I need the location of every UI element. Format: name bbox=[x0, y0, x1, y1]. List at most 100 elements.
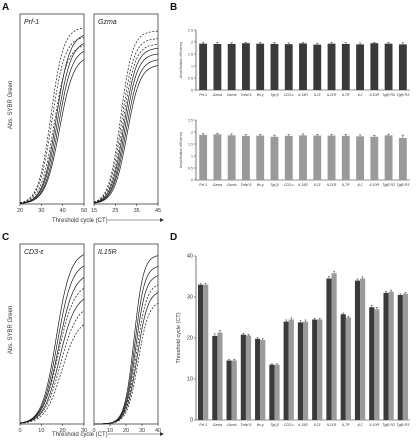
efficiency-bottom-category-label: Gzmb bbox=[227, 183, 237, 187]
il15r-xtick-label: 40 bbox=[155, 428, 161, 434]
efficiency-chart-top: Amplification efficiency 0 0.5 1 1.5 2 2.5 Prf-… bbox=[179, 28, 410, 97]
efficiency-top-category-label: Prf-1 bbox=[199, 93, 207, 97]
il15r-curve bbox=[93, 255, 159, 425]
efficiency-top-category-label: IL10R bbox=[370, 93, 380, 97]
gzma-curve bbox=[93, 59, 159, 204]
threshold-bar bbox=[383, 292, 389, 420]
gzma-curve bbox=[93, 65, 159, 204]
threshold-bar bbox=[317, 319, 323, 420]
panel-b: Amplification efficiency 0 0.5 1 1.5 2 2.5 Prf-… bbox=[179, 28, 410, 187]
efficiency-top-category-label: Gzmb bbox=[227, 93, 237, 97]
prf1-curve bbox=[19, 59, 85, 204]
efficiency-bottom-bar bbox=[199, 134, 208, 180]
threshold-bar bbox=[340, 314, 346, 420]
threshold-category-label: Ifn-γ bbox=[257, 423, 264, 427]
il15r-xtick-label: 30 bbox=[139, 428, 145, 434]
efficiency-top-category-label: Ifn-γ bbox=[257, 93, 264, 97]
prf1-xtick-label: 50 bbox=[81, 208, 87, 214]
efficiency-bottom-category-label: CD3-ε bbox=[284, 183, 294, 187]
threshold-bar bbox=[260, 340, 266, 420]
efficiency-bottom-bar bbox=[327, 135, 336, 180]
efficiency-bottom-category-label: Ifn-γ bbox=[257, 183, 264, 187]
efficiency-top-bar bbox=[313, 44, 322, 90]
threshold-category-label: IL10R bbox=[370, 423, 380, 427]
efficiency-bottom-ytick-label: 1.5 bbox=[188, 142, 193, 146]
gzma-xtick-label: 25 bbox=[112, 208, 118, 214]
efficiency-top-category-label: IL2 bbox=[358, 93, 363, 97]
prf1-xtick-label: 20 bbox=[17, 208, 23, 214]
panel-letter-c: C bbox=[2, 232, 9, 243]
threshold-bar bbox=[397, 294, 403, 420]
efficiency-bottom-bar bbox=[213, 134, 222, 180]
gzma-title: Gzma bbox=[98, 19, 117, 26]
efficiency-bottom-category-label: Gzma bbox=[213, 183, 223, 187]
threshold-ytick-label: 10 bbox=[187, 376, 193, 382]
threshold-category-label: IL21R bbox=[327, 423, 337, 427]
panel-a-ylabel: Abs. SYBR Green bbox=[8, 81, 14, 129]
efficiency-bottom-category-label: IL21 bbox=[314, 183, 321, 187]
threshold-bar bbox=[354, 280, 361, 420]
threshold-category-label: Gzma bbox=[213, 423, 223, 427]
cd3e-curve bbox=[19, 324, 85, 424]
efficiency-top-category-label: IL15R bbox=[298, 93, 308, 97]
efficiency-top-category-label: IL7R bbox=[342, 93, 350, 97]
il15r-xtick-label: 20 bbox=[123, 428, 129, 434]
prf1-curve bbox=[19, 37, 85, 204]
efficiency-top-bar bbox=[398, 44, 407, 90]
efficiency-top-ytick-label: 0.5 bbox=[188, 76, 193, 80]
efficiency-top-category-label: Tgfβ R3 bbox=[396, 93, 409, 97]
prf1-frame bbox=[19, 13, 85, 205]
efficiency-top-ytick-label: 1 bbox=[191, 64, 193, 68]
threshold-ytick-label: 30 bbox=[187, 294, 193, 300]
efficiency-top-bar bbox=[227, 43, 236, 90]
efficiency-bottom-ytick-label: 2 bbox=[191, 130, 193, 134]
threshold-category-label: IL21 bbox=[314, 423, 321, 427]
efficiency-bottom-category-label: Tgfβ R3 bbox=[396, 183, 409, 187]
gzma-curve bbox=[93, 47, 159, 204]
cd3e-curve bbox=[19, 310, 85, 424]
threshold-bar bbox=[231, 360, 237, 420]
efficiency-bottom-bar bbox=[341, 135, 350, 180]
panel-letter-a: A bbox=[2, 2, 9, 13]
efficiency-bottom-category-label: IL21R bbox=[327, 183, 337, 187]
efficiency-top-bar bbox=[213, 43, 222, 90]
panel-letter-b: B bbox=[170, 2, 177, 13]
efficiency-bottom-bar bbox=[299, 135, 307, 180]
cd3e-title: CD3-ε bbox=[24, 249, 44, 256]
cd3e-curve bbox=[19, 254, 85, 424]
threshold-bar bbox=[312, 319, 318, 420]
efficiency-top-bar bbox=[370, 43, 379, 90]
threshold-bar bbox=[274, 364, 280, 420]
il15r-curve bbox=[94, 266, 159, 425]
prf1-xtick-label: 30 bbox=[38, 208, 44, 214]
efficiency-top-category-label: Tgf-β bbox=[270, 93, 278, 97]
threshold-category-label: Tnfsf-6 bbox=[240, 423, 251, 427]
efficiency-top-category-label: IL21R bbox=[327, 93, 337, 97]
efficiency-top-ylabel: Amplification efficiency bbox=[179, 42, 183, 78]
efficiency-top-ytick-label: 0 bbox=[191, 88, 193, 92]
threshold-bar bbox=[326, 278, 332, 420]
efficiency-top-category-label: CD3-ε bbox=[284, 93, 294, 97]
efficiency-top-ytick-label: 2.5 bbox=[188, 28, 193, 32]
efficiency-top-bar bbox=[299, 43, 307, 90]
threshold-ylabel: Threshold cycle (CT) bbox=[176, 312, 182, 363]
panel-c-xlabel-arrowhead bbox=[160, 432, 164, 436]
efficiency-bottom-category-label: IL10R bbox=[370, 183, 380, 187]
gzma-frame bbox=[93, 13, 159, 205]
efficiency-top-ytick-label: 2 bbox=[191, 40, 193, 44]
threshold-category-label: IL15R bbox=[298, 423, 308, 427]
efficiency-top-bar bbox=[327, 43, 336, 90]
efficiency-top-bar bbox=[384, 43, 393, 90]
efficiency-bottom-ylabel: Amplification efficiency bbox=[179, 132, 183, 168]
threshold-category-label: Tgfβ R3 bbox=[396, 423, 409, 427]
threshold-bar bbox=[283, 321, 289, 420]
il15r-curve bbox=[94, 284, 159, 425]
cd3e-frame bbox=[19, 243, 85, 425]
threshold-bar bbox=[388, 291, 394, 420]
gzma-curve bbox=[93, 53, 159, 204]
efficiency-bottom-ytick-label: 1 bbox=[191, 154, 193, 158]
panel-a-xlabel-arrowhead bbox=[160, 218, 164, 222]
efficiency-bottom-bar bbox=[313, 135, 322, 180]
threshold-ytick-label: 40 bbox=[187, 253, 193, 259]
efficiency-top-bar bbox=[341, 43, 350, 90]
